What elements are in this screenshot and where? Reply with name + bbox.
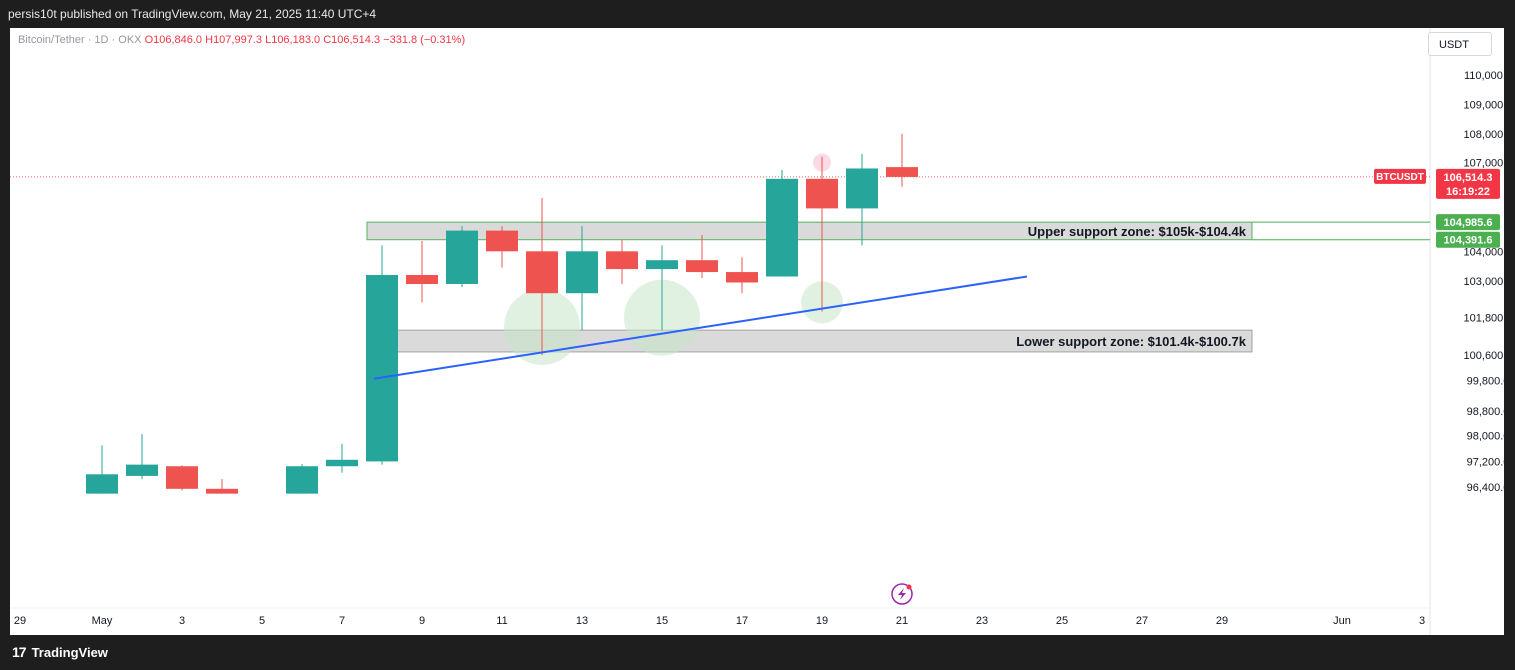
symbol-tag: BTCUSDT — [1376, 172, 1424, 183]
x-tick-label-15: 29 — [1216, 615, 1228, 627]
candle-body-8 — [446, 230, 478, 285]
zone-top-tag: 104,985.6 — [1444, 217, 1493, 229]
currency-button[interactable]: USDT — [1428, 32, 1492, 56]
candle-body-14 — [686, 260, 718, 273]
publish-header: persis10t published on TradingView.com, … — [8, 7, 377, 21]
candle-body-12 — [606, 251, 638, 270]
x-tick-label-3: 5 — [259, 615, 265, 627]
symbol-tag-bg — [1374, 168, 1426, 184]
x-tick-label-9: 17 — [736, 615, 748, 627]
zone-label-upper: Upper support zone: $105k-$104.4k — [1028, 224, 1247, 239]
x-tick-label-2: 3 — [179, 615, 185, 627]
lightning-icon — [898, 588, 906, 600]
candle-body-7 — [406, 275, 438, 285]
zone-label-lower: Lower support zone: $101.4k-$100.7k — [1016, 334, 1247, 349]
y-tick-label-12: 96,400.0 — [1467, 482, 1504, 494]
x-tick-label-8: 15 — [656, 615, 668, 627]
legend-close: C106,514.3 — [323, 34, 381, 46]
price-tag-value: 106,514.3 — [1444, 172, 1493, 184]
x-tick-label-5: 9 — [419, 615, 425, 627]
candle-body-10 — [526, 251, 558, 294]
candle-body-13 — [646, 260, 678, 270]
legend-change: −331.8 (−0.31%) — [383, 34, 466, 46]
x-tick-label-4: 7 — [339, 615, 345, 627]
x-tick-label-11: 21 — [896, 615, 908, 627]
legend-symbol: Bitcoin/Tether · 1D · OKX — [18, 34, 142, 46]
candle-body-18 — [846, 168, 878, 209]
candle-body-5 — [326, 459, 358, 467]
x-tick-label-10: 19 — [816, 615, 828, 627]
legend-high: H107,997.3 — [205, 34, 263, 46]
y-tick-label-11: 97,200.0 — [1467, 456, 1504, 468]
candle-body-2 — [166, 466, 198, 489]
ohlc-legend: Bitcoin/Tether · 1D · OKX O106,846.0 H10… — [18, 34, 465, 46]
candlestick-chart[interactable]: Upper support zone: $105k-$104.4k Lower s… — [10, 28, 1504, 635]
trendline — [373, 275, 1028, 380]
lightning-icon-dot — [906, 584, 912, 590]
price-tag-countdown: 16:19:22 — [1446, 186, 1490, 198]
x-tick-label-12: 23 — [976, 615, 988, 627]
candle-body-15 — [726, 272, 758, 283]
y-tick-label-6: 101,800.0 — [1464, 313, 1504, 325]
candle-body-16 — [766, 178, 798, 277]
candle-body-0 — [86, 474, 118, 494]
x-tick-label-17: 3 — [1419, 615, 1425, 627]
candle-body-3 — [206, 488, 238, 494]
candle-body-4 — [286, 466, 318, 494]
x-tick-label-0: 29 — [14, 615, 26, 627]
y-tick-label-4: 104,000.0 — [1464, 246, 1504, 258]
tradingview-logo-icon: 17 — [12, 644, 27, 660]
zone-bottom-tag: 104,391.6 — [1444, 235, 1493, 247]
x-tick-label-13: 25 — [1056, 615, 1068, 627]
y-tick-label-9: 98,800.0 — [1467, 406, 1504, 418]
footer-bar: 17 TradingView — [0, 635, 1515, 670]
candle-body-11 — [566, 251, 598, 294]
x-tick-label-14: 27 — [1136, 615, 1148, 627]
y-tick-label-1: 109,000.0 — [1464, 99, 1504, 111]
price-tag-bg — [1436, 168, 1500, 199]
support-zone-upper — [366, 221, 1253, 241]
y-tick-label-2: 108,000.0 — [1464, 129, 1504, 141]
footer-brand: TradingView — [31, 645, 108, 660]
candle-body-9 — [486, 230, 518, 252]
legend-open: O106,846.0 — [144, 34, 203, 46]
x-tick-label-6: 11 — [496, 615, 507, 627]
x-tick-label-1: May — [92, 615, 113, 627]
chart-panel[interactable]: Upper support zone: $105k-$104.4k Lower s… — [10, 28, 1504, 635]
x-tick-label-7: 13 — [576, 615, 588, 627]
candle-body-19 — [886, 167, 918, 177]
candle-body-17 — [806, 178, 838, 209]
zone-top-tag-bg — [1436, 214, 1500, 231]
y-tick-label-0: 110,000.0 — [1464, 70, 1504, 82]
zone-bottom-tag-bg — [1436, 231, 1500, 248]
y-tick-label-3: 107,000.0 — [1464, 158, 1504, 170]
y-tick-label-7: 100,600.0 — [1464, 350, 1504, 362]
x-tick-label-16: Jun — [1333, 615, 1351, 627]
y-tick-label-10: 98,000.0 — [1467, 431, 1504, 443]
y-tick-label-8: 99,800.0 — [1467, 375, 1504, 387]
legend-low: L106,183.0 — [265, 34, 321, 46]
candle-body-6 — [366, 275, 398, 462]
y-tick-label-5: 103,000.0 — [1464, 276, 1504, 288]
candle-body-1 — [126, 464, 158, 476]
